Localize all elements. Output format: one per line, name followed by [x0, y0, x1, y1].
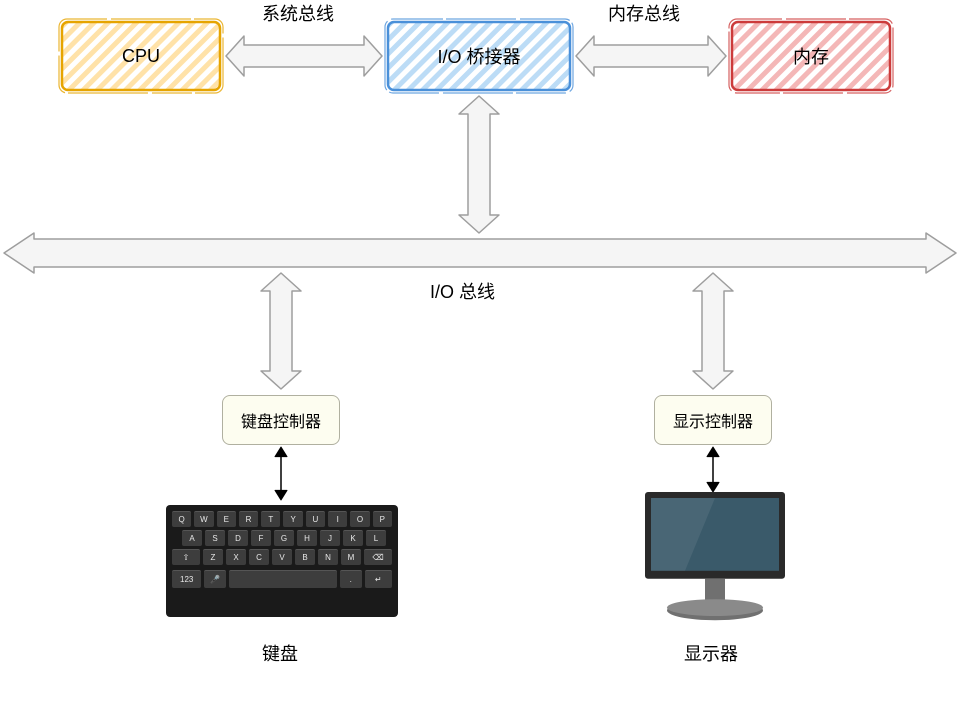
key: Z: [203, 549, 223, 565]
key: 123: [172, 570, 201, 588]
system-bus-label: 系统总线: [262, 0, 334, 26]
key: F: [251, 530, 271, 546]
key: P: [373, 511, 392, 527]
iobridge-label: I/O 桥接器: [437, 43, 520, 69]
key: 🎤: [204, 570, 226, 588]
key: .: [340, 570, 362, 588]
key: [229, 570, 337, 588]
key: M: [341, 549, 361, 565]
key: N: [318, 549, 338, 565]
memory-label: 内存: [793, 43, 829, 69]
key: U: [306, 511, 325, 527]
display-controller-label: 显示控制器: [673, 408, 753, 432]
key: D: [228, 530, 248, 546]
monitor-device: [640, 490, 790, 630]
cpu-node: CPU: [62, 22, 220, 90]
memory-bus-label: 内存总线: [608, 0, 680, 26]
key: ⌫: [364, 549, 392, 565]
key: J: [320, 530, 340, 546]
key: B: [295, 549, 315, 565]
key: ↵: [365, 570, 392, 588]
display-device-label: 显示器: [684, 640, 738, 666]
key: Y: [283, 511, 302, 527]
key: K: [343, 530, 363, 546]
key: Q: [172, 511, 191, 527]
key: T: [261, 511, 280, 527]
display-controller-node: 显示控制器: [654, 395, 772, 445]
keyboard-device: QWERTYUIOP ASDFGHJKL ⇧ZXCVBNM⌫ 123🎤.↵: [166, 505, 398, 617]
key: H: [297, 530, 317, 546]
key: V: [272, 549, 292, 565]
key: O: [350, 511, 369, 527]
key: R: [239, 511, 258, 527]
key: E: [217, 511, 236, 527]
key: L: [366, 530, 386, 546]
memory-node: 内存: [732, 22, 890, 90]
key: S: [205, 530, 225, 546]
key: C: [249, 549, 269, 565]
key: G: [274, 530, 294, 546]
key: A: [182, 530, 202, 546]
arrows-layer: [0, 0, 960, 701]
key: X: [226, 549, 246, 565]
cpu-label: CPU: [122, 46, 160, 67]
hatched-boxes-layer: [0, 0, 960, 701]
keyboard-controller-label: 键盘控制器: [241, 408, 321, 432]
key: I: [328, 511, 347, 527]
io-bus-label: I/O 总线: [430, 278, 495, 304]
iobridge-node: I/O 桥接器: [388, 22, 570, 90]
keyboard-device-label: 键盘: [262, 640, 298, 666]
keyboard-controller-node: 键盘控制器: [222, 395, 340, 445]
key: ⇧: [172, 549, 200, 565]
key: W: [194, 511, 213, 527]
